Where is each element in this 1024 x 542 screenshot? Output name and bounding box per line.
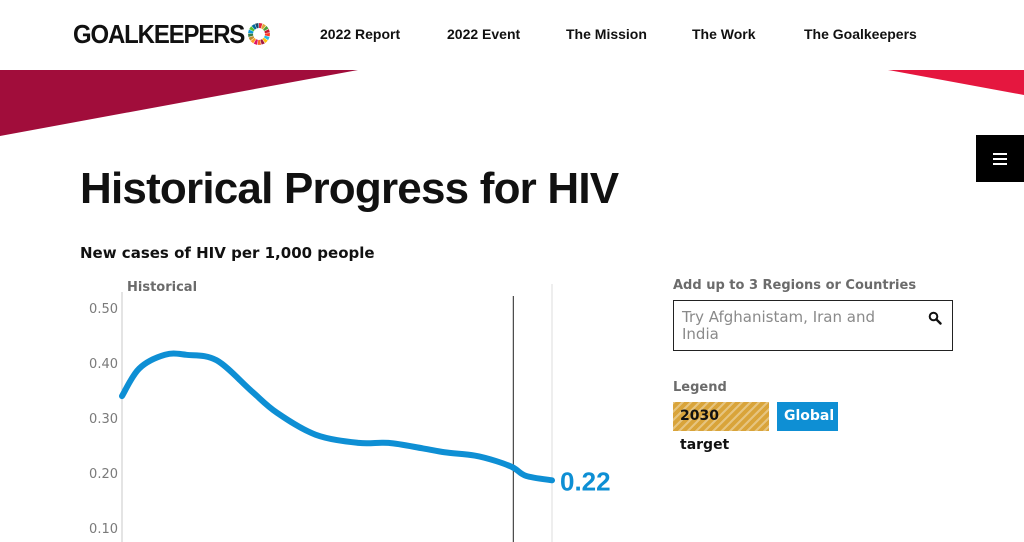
logo-text: GOALKEEPERS: [73, 19, 245, 49]
y-axis: 0.50 0.40 0.30 0.20 0.10: [89, 302, 118, 537]
nav-item-the-mission[interactable]: The Mission: [566, 26, 647, 42]
nav-item-the-goalkeepers[interactable]: The Goalkeepers: [804, 26, 917, 42]
chart-subtitle: New cases of HIV per 1,000 people: [80, 244, 375, 262]
series-end-value-label: 0.22: [560, 466, 611, 496]
y-tick-label: 0.20: [89, 467, 118, 482]
hiv-line-chart: 0.50 0.40 0.30 0.20 0.10 Historical 0.22: [89, 280, 611, 542]
legend-title: Legend: [673, 380, 727, 395]
series-global-line: [119, 350, 555, 484]
search-icon[interactable]: [928, 311, 942, 325]
add-regions-label: Add up to 3 Regions or Countries: [673, 278, 917, 293]
year-highlight-dot: [510, 464, 517, 471]
menu-button[interactable]: [976, 135, 1024, 182]
nav-item-the-work[interactable]: The Work: [692, 26, 756, 42]
sdg-wheel-icon: [248, 23, 271, 45]
legend-chip-global[interactable]: Global: [777, 402, 838, 431]
hamburger-menu-icon: [993, 152, 1007, 165]
y-tick-label: 0.40: [89, 357, 118, 372]
nav-item-2022-event[interactable]: 2022 Event: [447, 26, 521, 42]
region-search-input[interactable]: Try Afghanistam, Iran and India: [673, 300, 953, 351]
site-header: GOALKEEPERS 2022 Report 2022 Event The M…: [0, 0, 1024, 70]
y-tick-label: 0.10: [89, 522, 118, 537]
y-tick-label: 0.30: [89, 412, 118, 427]
goalkeepers-logo[interactable]: GOALKEEPERS: [73, 19, 271, 49]
banner-stripe-left: [0, 70, 358, 136]
y-tick-label: 0.50: [89, 302, 118, 317]
banner-stripe-right: [888, 70, 1024, 95]
nav-item-2022-report[interactable]: 2022 Report: [320, 26, 401, 42]
historical-section-label: Historical: [127, 280, 197, 295]
page-title: Historical Progress for HIV: [80, 164, 619, 213]
search-placeholder: Try Afghanistam, Iran and India: [682, 308, 875, 343]
legend-chip-2030-target[interactable]: 2030 target: [673, 402, 769, 453]
